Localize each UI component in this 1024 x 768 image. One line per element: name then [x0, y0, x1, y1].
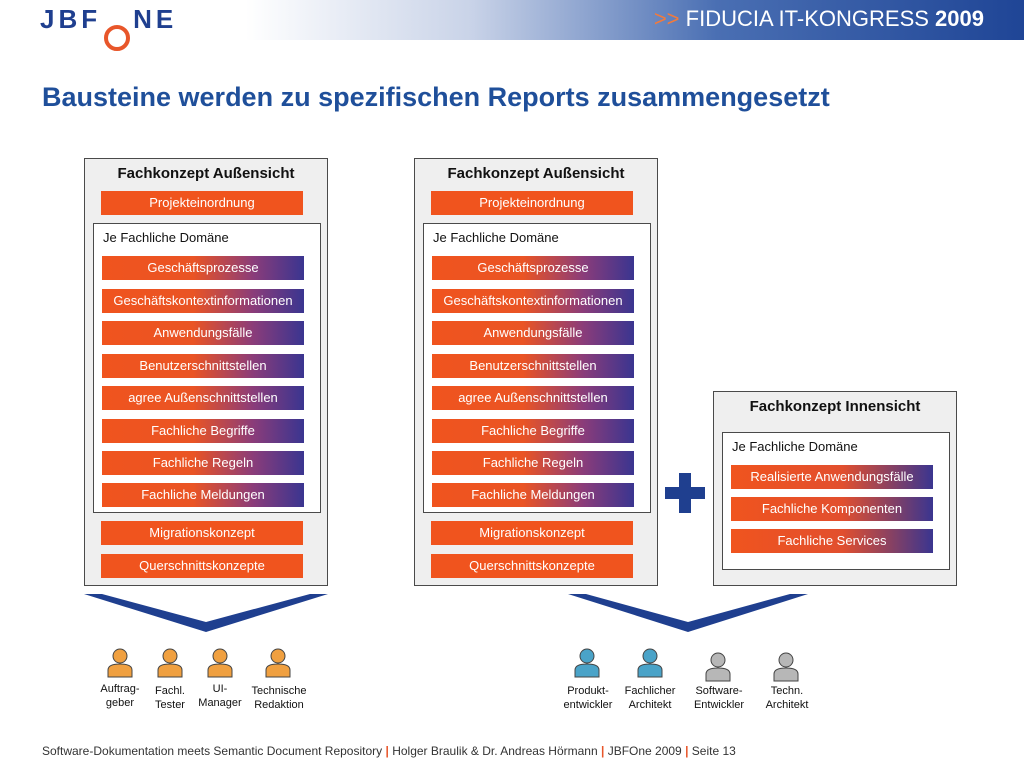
event-year: 2009	[935, 6, 984, 31]
item-querschnittskonzepte: Querschnittskonzepte	[431, 554, 633, 578]
panel-title: Fachkonzept Außensicht	[447, 165, 625, 182]
person-icon	[705, 652, 731, 682]
header-banner	[0, 0, 1024, 40]
domain-item: Anwendungsfälle	[432, 321, 634, 345]
footer-authors: Holger Braulik & Dr. Andreas Hörmann	[392, 744, 598, 758]
footer-event: JBFOne 2009	[607, 744, 682, 758]
domain-item: Fachliche Begriffe	[432, 419, 634, 443]
item-projekteinordnung: Projekteinordnung	[431, 191, 633, 215]
footer: Software-Dokumentation meets Semantic Do…	[42, 744, 736, 758]
role-fachlicher-architekt: Fachlicher Architekt	[624, 685, 676, 711]
domain-item: Fachliche Regeln	[432, 451, 634, 475]
footer-title: Software-Dokumentation meets Semantic Do…	[42, 744, 383, 758]
domain-item: Benutzerschnittstellen	[432, 354, 634, 378]
footer-page: Seite 13	[691, 744, 736, 758]
item-querschnittskonzepte: Querschnittskonzepte	[101, 554, 303, 578]
person-icon	[207, 648, 233, 678]
panel-aussensicht-2: Fachkonzept Außensicht Projekteinordnung…	[414, 158, 658, 586]
footer-separator: |	[685, 744, 689, 758]
panel-title: Fachkonzept Außensicht	[117, 165, 295, 182]
event-arrows: >>	[653, 6, 680, 31]
domain-item: Fachliche Meldungen	[102, 483, 304, 507]
domain-item: Realisierte Anwendungsfälle	[731, 465, 933, 489]
event-name: FIDUCIA IT-KONGRESS	[685, 6, 929, 31]
domain-item: Fachliche Regeln	[102, 451, 304, 475]
role-technische-redaktion: Technische Redaktion	[251, 685, 307, 711]
domain-box: Je Fachliche Domäne Geschäftsprozesse Ge…	[93, 223, 321, 513]
panel-innensicht: Fachkonzept Innensicht Je Fachliche Domä…	[713, 391, 957, 586]
person-icon	[637, 648, 663, 678]
role-auftraggeber: Auftrag-geber	[100, 683, 140, 709]
role-ui-manager: UI- Manager	[198, 683, 242, 709]
domain-item: Fachliche Begriffe	[102, 419, 304, 443]
item-migrationskonzept: Migrationskonzept	[431, 521, 633, 545]
person-icon	[265, 648, 291, 678]
footer-separator: |	[600, 744, 605, 758]
panel-title: Fachkonzept Innensicht	[749, 398, 921, 415]
domain-item: Geschäftsprozesse	[102, 256, 304, 280]
domain-item: agree Außenschnittstellen	[102, 386, 304, 410]
role-software-entwickler: Software- Entwickler	[693, 685, 745, 711]
role-techn-architekt: Techn. Architekt	[765, 685, 809, 711]
jbfone-logo: JBFONE	[40, 4, 177, 51]
role-fachl-tester: Fachl. Tester	[155, 685, 185, 711]
domain-item: Fachliche Services	[731, 529, 933, 553]
role-produktentwickler: Produkt-entwickler	[563, 685, 613, 711]
domain-box: Je Fachliche Domäne Geschäftsprozesse Ge…	[423, 223, 651, 513]
domain-item: Geschäftskontextinformationen	[432, 289, 634, 313]
domain-item: Geschäftskontextinformationen	[102, 289, 304, 313]
item-migrationskonzept: Migrationskonzept	[101, 521, 303, 545]
domain-item: Geschäftsprozesse	[432, 256, 634, 280]
domain-item: Fachliche Meldungen	[432, 483, 634, 507]
domain-box: Je Fachliche Domäne Realisierte Anwendun…	[722, 432, 950, 570]
person-icon	[773, 652, 799, 682]
domain-label: Je Fachliche Domäne	[732, 439, 858, 454]
person-icon	[107, 648, 133, 678]
slide-title: Bausteine werden zu spezifischen Reports…	[42, 82, 830, 112]
domain-item: Fachliche Komponenten	[731, 497, 933, 521]
person-icon	[574, 648, 600, 678]
domain-item: agree Außenschnittstellen	[432, 386, 634, 410]
item-projekteinordnung: Projekteinordnung	[101, 191, 303, 215]
domain-item: Anwendungsfälle	[102, 321, 304, 345]
chevron-left-icon	[84, 594, 328, 632]
domain-label: Je Fachliche Domäne	[433, 230, 559, 245]
person-icon	[157, 648, 183, 678]
footer-separator: |	[385, 744, 389, 758]
domain-label: Je Fachliche Domäne	[103, 230, 229, 245]
panel-aussensicht-1: Fachkonzept Außensicht Projekteinordnung…	[84, 158, 328, 586]
chevron-right-icon	[568, 594, 808, 632]
event-title: >> FIDUCIA IT-KONGRESS 2009	[654, 6, 984, 32]
plus-icon	[665, 473, 705, 513]
domain-item: Benutzerschnittstellen	[102, 354, 304, 378]
